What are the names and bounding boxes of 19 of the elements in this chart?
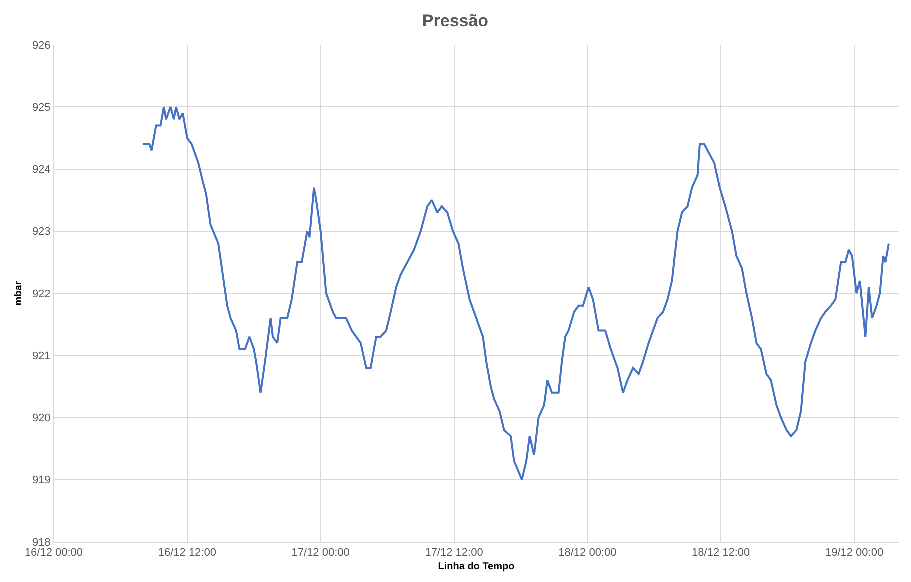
y-tick-label: 919 (32, 474, 51, 487)
y-tick-label: 923 (32, 226, 51, 238)
x-tick-label: 18/12 00:00 (558, 547, 617, 560)
y-axis-title: mbar (13, 281, 24, 306)
x-tick-label: 18/12 12:00 (692, 547, 750, 560)
y-tick-label: 922 (32, 288, 51, 300)
y-tick-label: 926 (32, 40, 51, 52)
x-tick-label: 16/12 00:00 (24, 547, 84, 560)
x-tick-label: 19/12 00:00 (825, 547, 884, 560)
x-tick-label: 17/12 00:00 (292, 547, 350, 560)
chart-title: Pressão (422, 11, 489, 30)
y-tick-label: 925 (32, 102, 51, 114)
y-tick-label: 924 (32, 164, 51, 176)
y-tick-label: 918 (32, 536, 51, 549)
y-tick-label: 920 (32, 412, 51, 425)
x-tick-label: 17/12 12:00 (425, 547, 484, 560)
y-tick-label: 921 (32, 350, 51, 362)
x-tick-label: 16/12 12:00 (158, 547, 216, 560)
x-axis-title: Linha do Tempo (438, 562, 515, 573)
